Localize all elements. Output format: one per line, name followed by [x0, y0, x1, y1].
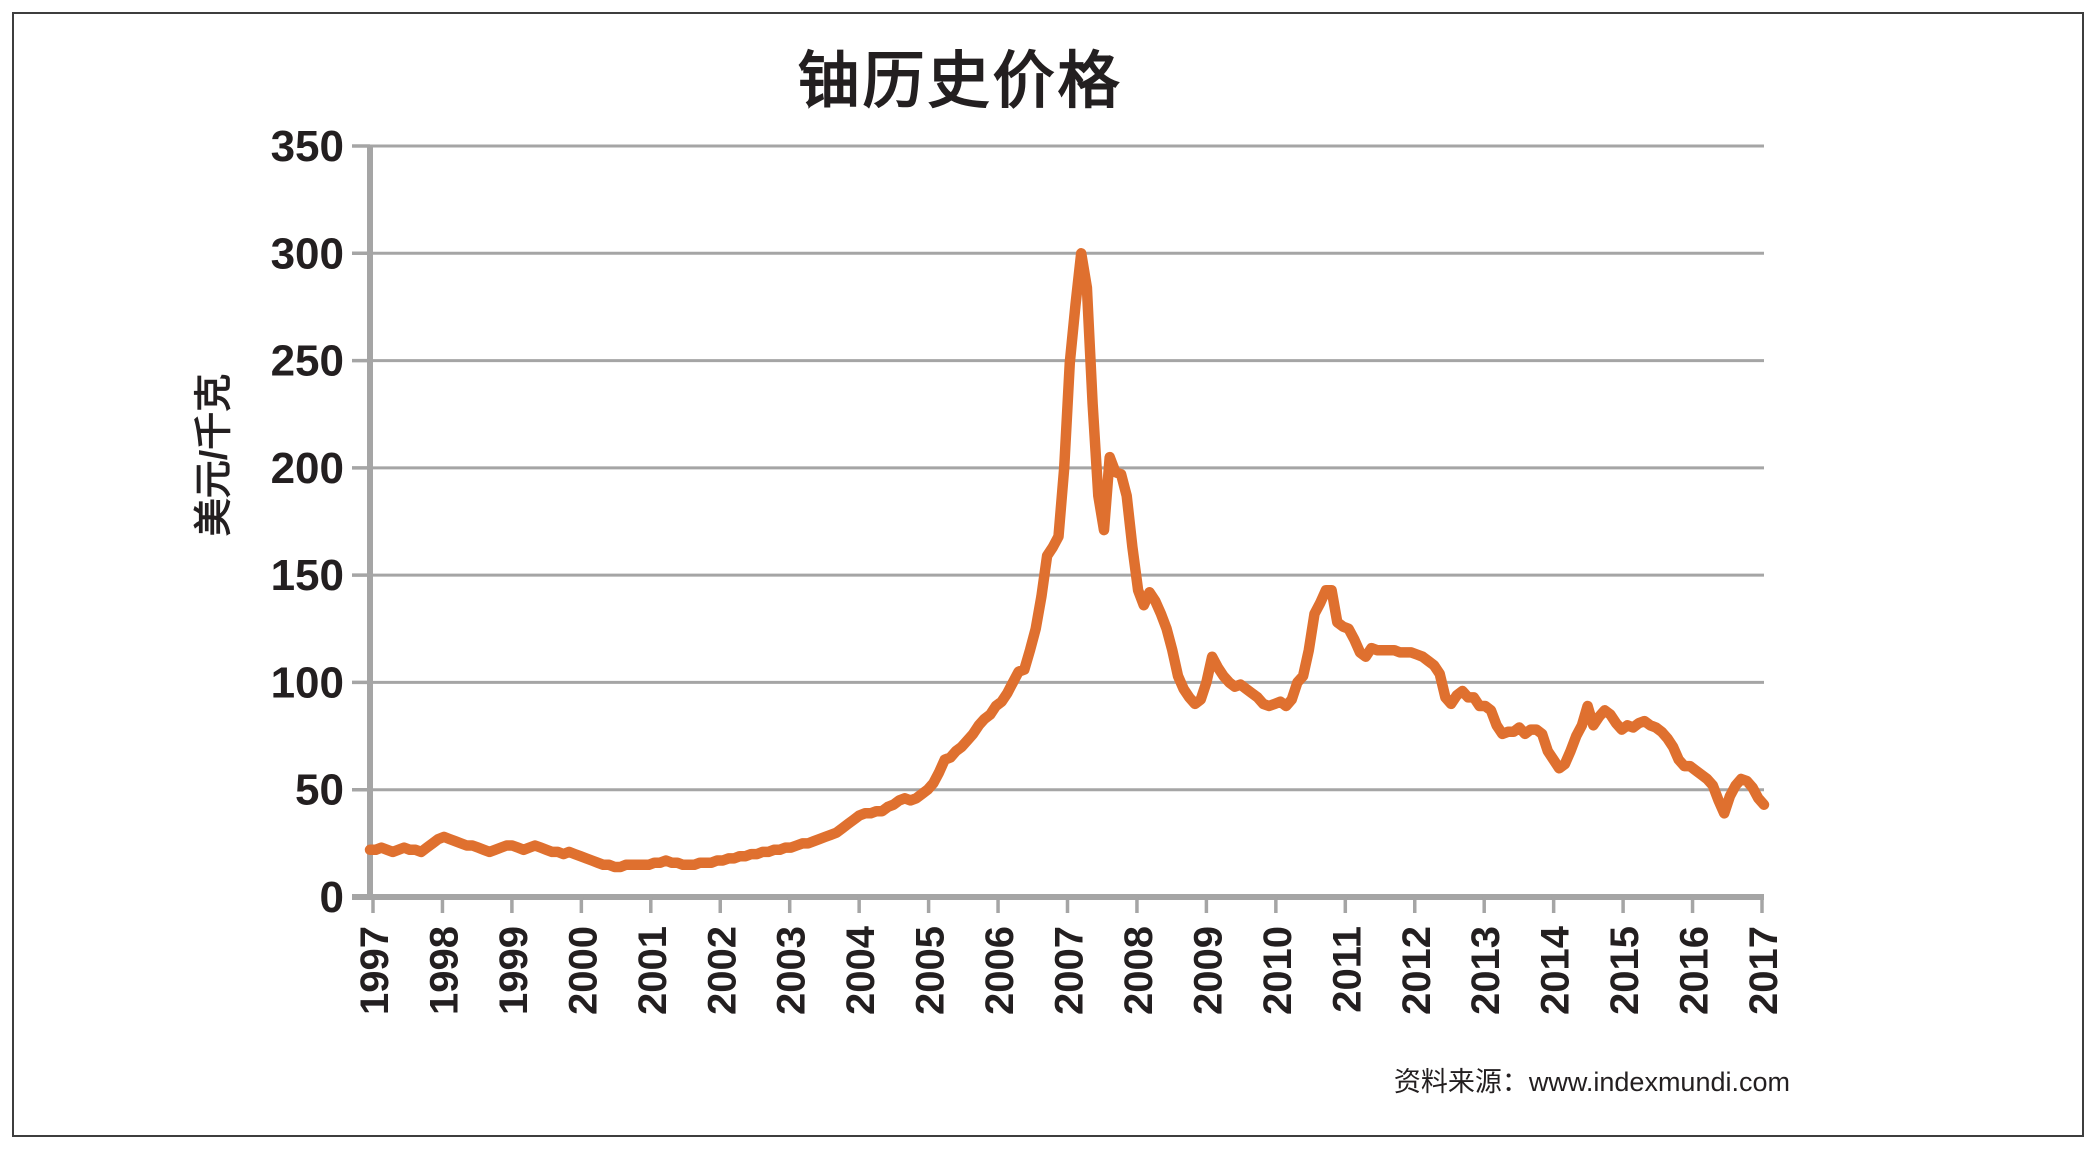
x-tick-label: 1997	[353, 926, 397, 1015]
x-tick-label: 1999	[492, 926, 536, 1015]
y-tick-label: 300	[271, 229, 344, 278]
x-tick-label: 2017	[1742, 926, 1786, 1015]
x-tick-label: 2012	[1395, 926, 1439, 1015]
x-tick-label: 2004	[839, 925, 883, 1015]
x-tick-label: 2014	[1534, 925, 1578, 1015]
x-tick-label: 1998	[422, 926, 466, 1015]
y-tick-label: 150	[271, 551, 344, 600]
x-tick-label: 2006	[978, 926, 1022, 1015]
y-tick-label: 200	[271, 444, 344, 493]
y-tick-label: 250	[271, 337, 344, 386]
x-tick-label: 2002	[700, 926, 744, 1015]
x-tick-label: 2009	[1186, 926, 1230, 1015]
x-tick-label: 2013	[1464, 926, 1508, 1015]
price-line	[364, 248, 1770, 873]
chart-title: 铀历史价格	[797, 47, 1123, 116]
x-tick-label: 2005	[909, 926, 953, 1015]
x-tick-label: 2011	[1325, 926, 1369, 1013]
x-tick-label: 2015	[1603, 926, 1647, 1015]
source-note: 资料来源：www.indexmundi.com	[1393, 1067, 1790, 1097]
y-tick-label: 0	[320, 873, 344, 922]
y-tick-label: 350	[271, 122, 344, 171]
y-tick-label: 100	[271, 658, 344, 707]
y-tick-label: 50	[295, 766, 344, 815]
x-tick-label: 2007	[1048, 926, 1092, 1015]
x-tick-label: 2000	[561, 926, 605, 1015]
x-tick-label: 2008	[1117, 926, 1161, 1015]
x-tick-label: 2010	[1256, 926, 1300, 1015]
x-tick-label: 2001	[631, 926, 675, 1015]
x-tick-label: 2003	[770, 926, 814, 1015]
x-tick-label: 2016	[1673, 926, 1717, 1015]
